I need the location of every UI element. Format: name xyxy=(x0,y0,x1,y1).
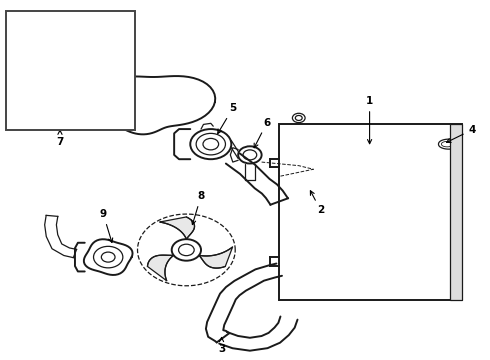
Text: 6: 6 xyxy=(254,118,270,148)
Text: 4: 4 xyxy=(446,125,476,143)
Polygon shape xyxy=(199,247,233,268)
Text: 5: 5 xyxy=(218,103,236,134)
Polygon shape xyxy=(160,217,195,239)
Text: 8: 8 xyxy=(192,191,205,225)
Text: 2: 2 xyxy=(310,191,324,216)
Bar xyxy=(450,125,463,300)
Text: 9: 9 xyxy=(100,209,113,243)
Text: 7: 7 xyxy=(56,130,64,147)
Text: 3: 3 xyxy=(218,337,225,354)
Text: 1: 1 xyxy=(366,96,373,144)
Polygon shape xyxy=(147,255,173,281)
Bar xyxy=(5,12,135,130)
Bar xyxy=(279,125,463,300)
